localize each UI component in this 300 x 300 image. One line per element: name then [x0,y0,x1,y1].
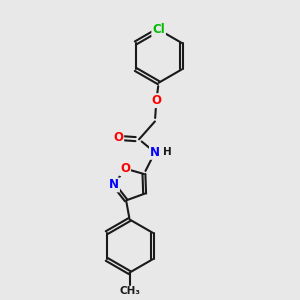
Text: H: H [163,147,171,157]
Text: N: N [109,178,119,191]
Text: O: O [152,94,161,107]
Text: CH₃: CH₃ [119,286,140,296]
Text: O: O [120,162,130,175]
Text: O: O [113,131,123,144]
Text: N: N [150,146,160,159]
Text: Cl: Cl [152,23,165,36]
